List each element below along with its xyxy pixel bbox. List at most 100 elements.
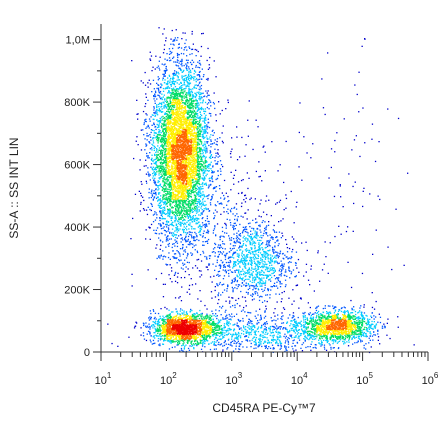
event-dot xyxy=(230,271,233,273)
event-dot xyxy=(157,321,160,323)
event-dot xyxy=(233,247,235,249)
event-dot xyxy=(193,347,195,349)
event-dot xyxy=(268,342,271,344)
event-dot xyxy=(226,317,229,319)
event-dot xyxy=(163,202,166,204)
event-dot xyxy=(153,181,155,184)
event-dot xyxy=(135,321,137,323)
event-dot xyxy=(229,239,231,241)
event-dot xyxy=(182,313,184,315)
event-dot xyxy=(165,231,168,233)
event-dot xyxy=(136,113,138,115)
event-dot xyxy=(160,176,162,179)
event-dot xyxy=(168,74,170,76)
event-dot xyxy=(153,106,155,108)
event-dot xyxy=(275,342,277,345)
event-dot xyxy=(257,209,259,211)
event-dot xyxy=(180,223,182,225)
event-dot xyxy=(281,292,283,294)
event-dot xyxy=(184,32,186,34)
event-dot xyxy=(274,255,276,257)
event-dot xyxy=(291,236,293,238)
event-dot xyxy=(276,277,278,279)
event-dot xyxy=(172,40,174,42)
event-dot xyxy=(208,102,210,104)
event-dot xyxy=(220,213,222,215)
event-dot xyxy=(149,58,151,60)
event-dot xyxy=(260,269,263,271)
event-dot xyxy=(171,217,173,219)
event-dot xyxy=(244,296,246,299)
event-dot xyxy=(238,342,240,345)
event-dot xyxy=(342,206,344,208)
event-dot xyxy=(276,331,278,333)
event-dot xyxy=(147,171,149,173)
event-dot xyxy=(167,77,169,79)
event-dot xyxy=(167,235,169,238)
event-dot xyxy=(197,200,199,203)
event-dot xyxy=(159,335,161,337)
event-dot xyxy=(180,234,182,236)
event-dot xyxy=(228,327,231,330)
event-dot xyxy=(150,163,153,165)
event-dot xyxy=(239,260,241,263)
event-dot xyxy=(206,340,208,342)
event-dot xyxy=(272,229,274,231)
event-dot xyxy=(267,260,270,262)
event-dot xyxy=(181,217,183,219)
event-dot xyxy=(140,201,142,204)
event-dot xyxy=(252,285,254,287)
event-dot xyxy=(268,346,270,348)
event-dot xyxy=(203,125,206,128)
event-dot xyxy=(206,166,208,168)
event-dot xyxy=(236,236,239,238)
event-dot xyxy=(270,289,272,291)
event-dot xyxy=(240,290,242,293)
event-dot xyxy=(164,174,166,176)
event-dot xyxy=(196,207,198,209)
event-dot xyxy=(334,309,337,311)
event-dot xyxy=(249,242,251,244)
event-dot xyxy=(241,258,243,260)
event-dot xyxy=(185,227,187,229)
event-dot xyxy=(196,126,199,128)
event-dot xyxy=(213,251,215,253)
event-dot xyxy=(360,339,362,341)
event-dot xyxy=(177,90,179,92)
event-dot xyxy=(219,247,221,249)
event-dot xyxy=(213,187,215,189)
event-dot xyxy=(280,301,282,303)
event-dot xyxy=(204,110,206,112)
event-dot xyxy=(156,244,158,246)
event-dot xyxy=(244,238,246,240)
event-dot xyxy=(245,267,247,269)
event-dot xyxy=(166,221,168,223)
event-dot xyxy=(153,197,155,199)
event-dot xyxy=(153,145,155,147)
event-dot xyxy=(239,238,241,241)
event-dot xyxy=(206,128,208,130)
event-dot xyxy=(264,300,266,302)
event-dot xyxy=(295,325,297,327)
event-dot xyxy=(239,335,242,337)
event-dot xyxy=(277,170,279,172)
event-dot xyxy=(413,344,415,346)
event-dot xyxy=(178,235,180,237)
event-dot xyxy=(144,149,146,151)
event-dot xyxy=(167,80,169,82)
event-dot xyxy=(309,346,311,348)
event-dot xyxy=(295,241,297,243)
event-dot xyxy=(155,173,157,175)
event-dot xyxy=(180,69,182,72)
event-dot xyxy=(245,331,247,333)
event-dot xyxy=(254,330,256,332)
event-dot xyxy=(277,252,279,254)
event-dot xyxy=(191,309,193,312)
event-dot xyxy=(333,341,335,343)
event-dot xyxy=(171,202,174,204)
event-dot xyxy=(196,113,198,116)
event-dot xyxy=(243,284,245,286)
event-dot xyxy=(159,139,162,141)
event-dot xyxy=(181,59,183,62)
event-dot xyxy=(327,52,329,54)
